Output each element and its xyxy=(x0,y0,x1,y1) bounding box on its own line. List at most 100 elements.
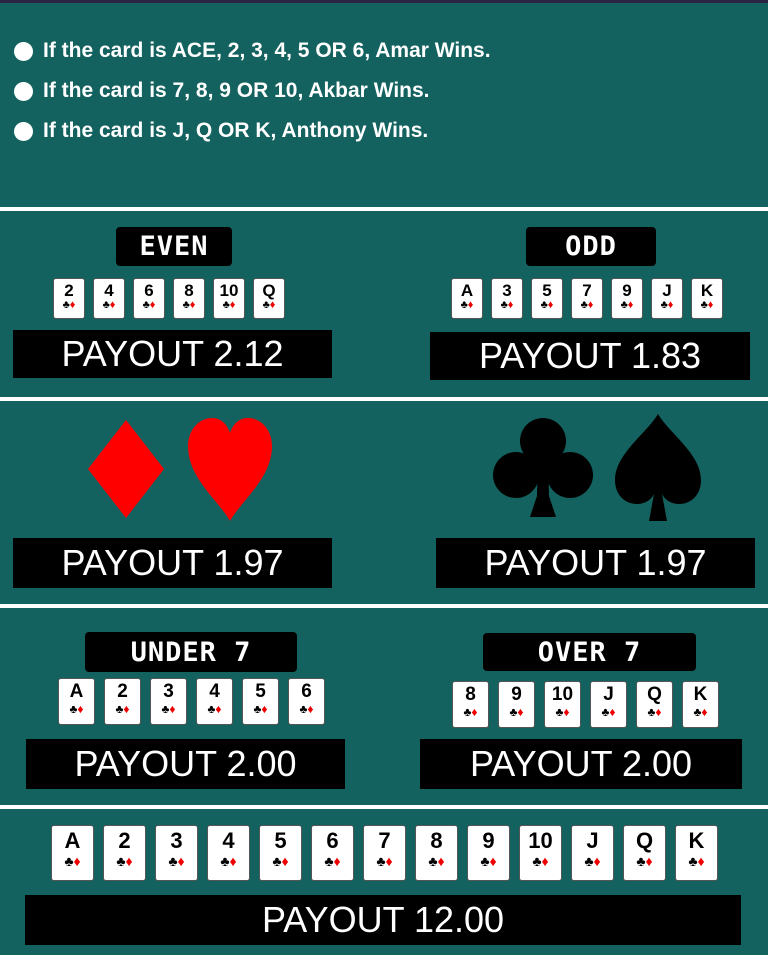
card-rank: 2 xyxy=(64,281,74,300)
card-suit-icons: ♣ ♦ xyxy=(103,300,116,311)
diamond-icon xyxy=(88,420,164,518)
club-icon: ♣ xyxy=(532,853,542,869)
club-icon: ♣ xyxy=(115,702,124,716)
card-6: 6 ♣ ♦ xyxy=(133,278,165,319)
diamond-icon: ♦ xyxy=(189,299,196,311)
club-icon xyxy=(493,418,593,517)
diamond-icon: ♦ xyxy=(229,853,237,869)
card-a: A ♣ ♦ xyxy=(451,278,483,319)
card-suit-icons: ♣ ♦ xyxy=(464,706,478,718)
club-icon: ♣ xyxy=(64,853,74,869)
card-rank: 4 xyxy=(222,828,235,853)
card-suit-icons: ♣ ♦ xyxy=(636,854,652,868)
card-rank: 9 xyxy=(511,684,522,705)
card-suit-icons: ♣ ♦ xyxy=(701,300,714,311)
rule-text: If the card is J, Q OR K, Anthony Wins. xyxy=(43,119,429,142)
diamond-icon: ♦ xyxy=(697,853,705,869)
club-icon: ♣ xyxy=(299,702,308,716)
even-odd-section: EVEN 2 ♣ ♦ 4 ♣ ♦ 6 ♣ ♦ 8 ♣ ♦ 10 ♣ ♦ Q ♣ ♦ PAYOUT 2.12 ODD… xyxy=(0,211,768,397)
diamond-icon: ♦ xyxy=(467,299,474,311)
rule-text: If the card is ACE, 2, 3, 4, 5 OR 6, Ama… xyxy=(43,39,491,62)
card-rank: 6 xyxy=(301,681,312,702)
card-rank: Q xyxy=(647,684,662,705)
card-rank: 2 xyxy=(118,828,131,853)
card-suit-icons: ♣ ♦ xyxy=(510,706,524,718)
card-2: 2 ♣ ♦ xyxy=(103,825,146,881)
card-9: 9 ♣ ♦ xyxy=(467,825,510,881)
over-7-label: OVER 7 xyxy=(483,633,696,671)
card-10: 10 ♣ ♦ xyxy=(213,278,245,319)
card-4: 4 ♣ ♦ xyxy=(207,825,250,881)
club-icon: ♣ xyxy=(460,299,468,311)
rule-akbar: If the card is 7, 8, 9 OR 10, Akbar Wins… xyxy=(14,79,430,103)
card-suit-icons: ♣ ♦ xyxy=(64,854,80,868)
card-suit-icons: ♣ ♦ xyxy=(428,854,444,868)
divider xyxy=(0,207,768,211)
club-icon: ♣ xyxy=(463,705,472,719)
card-rank: A xyxy=(460,281,474,300)
diamond-icon: ♦ xyxy=(507,299,514,311)
divider xyxy=(0,397,768,401)
diamond-icon: ♦ xyxy=(471,705,478,719)
club-icon: ♣ xyxy=(660,299,668,311)
red-payout-button[interactable]: PAYOUT 1.97 xyxy=(13,538,332,588)
card-5: 5 ♣ ♦ xyxy=(242,678,279,725)
bullet-icon xyxy=(14,121,33,141)
black-payout-button[interactable]: PAYOUT 1.97 xyxy=(436,538,755,588)
card-rank: 2 xyxy=(117,681,128,702)
card-suit-icons: ♣ ♦ xyxy=(648,706,662,718)
card-rank: Q xyxy=(262,281,276,300)
diamond-icon: ♦ xyxy=(655,705,662,719)
color-section: PAYOUT 1.97 PAYOUT 1.97 xyxy=(0,401,768,604)
card-rank: 8 xyxy=(465,684,476,705)
card-5: 5 ♣ ♦ xyxy=(531,278,563,319)
card-8: 8 ♣ ♦ xyxy=(173,278,205,319)
diamond-icon: ♦ xyxy=(149,299,156,311)
even-label: EVEN xyxy=(116,227,232,266)
diamond-icon: ♦ xyxy=(307,702,314,716)
card-suit-icons: ♣ ♦ xyxy=(694,706,708,718)
spade-icon xyxy=(615,414,701,521)
card-suit-icons: ♣ ♦ xyxy=(602,706,616,718)
club-icon: ♣ xyxy=(647,705,656,719)
exact-cards: A ♣ ♦ 2 ♣ ♦ 3 ♣ ♦ 4 ♣ ♦ 5 ♣ ♦ 6 ♣ ♦ 7 ♣ ♦ 8 ♣ ♦ 9 ♣ ♦ 10 ♣ ♦ J ♣ ♦ Q ♣ ♦ K ♣ ♦ xyxy=(51,825,727,881)
card-7: 7 ♣ ♦ xyxy=(363,825,406,881)
card-suit-icons: ♣ ♦ xyxy=(254,703,268,715)
card-j: J ♣ ♦ xyxy=(590,681,627,728)
diamond-icon: ♦ xyxy=(707,299,714,311)
card-suit-icons: ♣ ♦ xyxy=(300,703,314,715)
card-rank: 7 xyxy=(582,281,592,300)
card-suit-icons: ♣ ♦ xyxy=(272,854,288,868)
card-6: 6 ♣ ♦ xyxy=(311,825,354,881)
odd-label: ODD xyxy=(526,227,656,266)
club-icon: ♣ xyxy=(324,853,334,869)
card-9: 9 ♣ ♦ xyxy=(611,278,643,319)
card-rank: 8 xyxy=(184,281,194,300)
diamond-icon: ♦ xyxy=(123,702,130,716)
diamond-icon: ♦ xyxy=(333,853,341,869)
card-suit-icons: ♣ ♦ xyxy=(501,300,514,311)
diamond-icon: ♦ xyxy=(69,299,76,311)
card-rank: 3 xyxy=(502,281,512,300)
card-suit-icons: ♣ ♦ xyxy=(162,703,176,715)
exact-payout-button[interactable]: PAYOUT 12.00 xyxy=(25,895,741,945)
card-rank: 5 xyxy=(542,281,552,300)
even-payout-button[interactable]: PAYOUT 2.12 xyxy=(13,330,332,378)
card-suit-icons: ♣ ♦ xyxy=(541,300,554,311)
card-rank: 10 xyxy=(528,828,553,853)
diamond-icon: ♦ xyxy=(489,853,497,869)
odd-payout-button[interactable]: PAYOUT 1.83 xyxy=(430,332,750,380)
card-suit-icons: ♣ ♦ xyxy=(208,703,222,715)
club-icon: ♣ xyxy=(700,299,708,311)
card-rank: J xyxy=(662,281,672,300)
club-icon: ♣ xyxy=(222,299,230,311)
card-suit-icons: ♣ ♦ xyxy=(581,300,594,311)
card-rank: 6 xyxy=(326,828,339,853)
under-7-payout-button[interactable]: PAYOUT 2.00 xyxy=(26,739,345,789)
card-suit-icons: ♣ ♦ xyxy=(70,703,84,715)
diamond-icon: ♦ xyxy=(541,853,549,869)
club-icon: ♣ xyxy=(161,702,170,716)
card-a: A ♣ ♦ xyxy=(51,825,94,881)
club-icon: ♣ xyxy=(580,299,588,311)
over-7-payout-button[interactable]: PAYOUT 2.00 xyxy=(420,739,742,789)
